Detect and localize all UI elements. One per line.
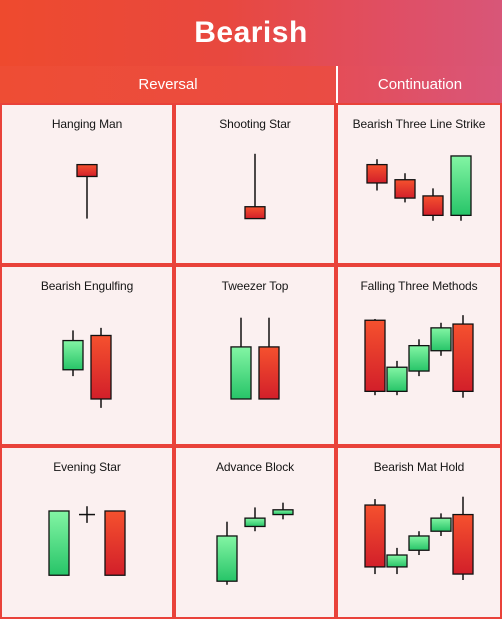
pattern-cell-advance-block: Advance Block (174, 446, 336, 619)
candlestick-chart (216, 502, 294, 585)
bullish-candle (216, 535, 238, 582)
pattern-cell-bearish-three-line-strike: Bearish Three Line Strike (336, 103, 502, 265)
pattern-name: Falling Three Methods (360, 279, 478, 293)
pattern-cell-evening-star: Evening Star (0, 446, 174, 619)
continuation-column-header: Continuation (338, 66, 502, 103)
bullish-candle (48, 510, 70, 576)
bullish-candle (450, 155, 472, 217)
bearish-candle (422, 195, 444, 217)
pattern-name: Evening Star (53, 460, 121, 474)
pattern-cell-hanging-man: Hanging Man (0, 103, 174, 265)
bullish-candle (408, 344, 430, 372)
header-divider (336, 66, 338, 103)
candlestick-chart (366, 155, 472, 221)
pattern-cell-bearish-mat-hold: Bearish Mat Hold (336, 446, 502, 619)
pattern-cell-tweezer-top: Tweezer Top (174, 265, 336, 446)
bullish-candle (244, 517, 266, 528)
candlestick-chart (364, 315, 474, 398)
pattern-cell-bearish-engulfing: Bearish Engulfing (0, 265, 174, 446)
bearish-candle (364, 504, 386, 568)
pattern-name: Advance Block (215, 460, 295, 474)
candlestick-chart (76, 163, 98, 219)
bearish-candle (76, 163, 98, 178)
candlestick-chart (364, 496, 474, 581)
bullish-candle (386, 366, 408, 393)
candlestick-chart (62, 327, 112, 408)
pattern-name: Shooting Star (219, 117, 291, 131)
pattern-cell-falling-three-methods: Falling Three Methods (336, 265, 502, 446)
pattern-cell-shooting-star: Shooting Star (174, 103, 336, 265)
bearish-candle (394, 179, 416, 199)
bullish-candle (386, 554, 408, 568)
pattern-name: Bearish Engulfing (40, 279, 134, 293)
bullish-candle (408, 535, 430, 551)
candlestick-chart (244, 153, 266, 220)
pattern-grid: Hanging Man Shooting Star Bearish Three … (0, 103, 502, 619)
pattern-name: Bearish Mat Hold (373, 460, 465, 474)
pattern-name: Hanging Man (51, 117, 123, 131)
title-banner: Bearish (0, 0, 502, 66)
continuation-header-label: Continuation (377, 76, 463, 93)
bullish-candle (272, 509, 294, 516)
pattern-name: Tweezer Top (221, 279, 289, 293)
page-title: Bearish (194, 16, 308, 49)
reversal-header-label: Reversal (138, 76, 198, 93)
bearish-candle (104, 510, 126, 576)
bullish-candle (430, 517, 452, 532)
bullish-candle (230, 346, 252, 400)
bearish-candle (90, 334, 112, 400)
reversal-column-header: Reversal (0, 66, 336, 103)
bullish-candle (62, 339, 84, 371)
candlestick-chart (230, 317, 280, 400)
candlestick-chart (48, 506, 126, 576)
bearish-candle (366, 163, 388, 184)
bullish-candle (430, 327, 452, 352)
pattern-name: Bearish Three Line Strike (352, 117, 486, 131)
bearish-candle (244, 206, 266, 220)
bearish-candle (364, 319, 386, 393)
bearish-candle (452, 513, 474, 575)
bearish-candle (258, 346, 280, 400)
bearish-candle (452, 323, 474, 393)
